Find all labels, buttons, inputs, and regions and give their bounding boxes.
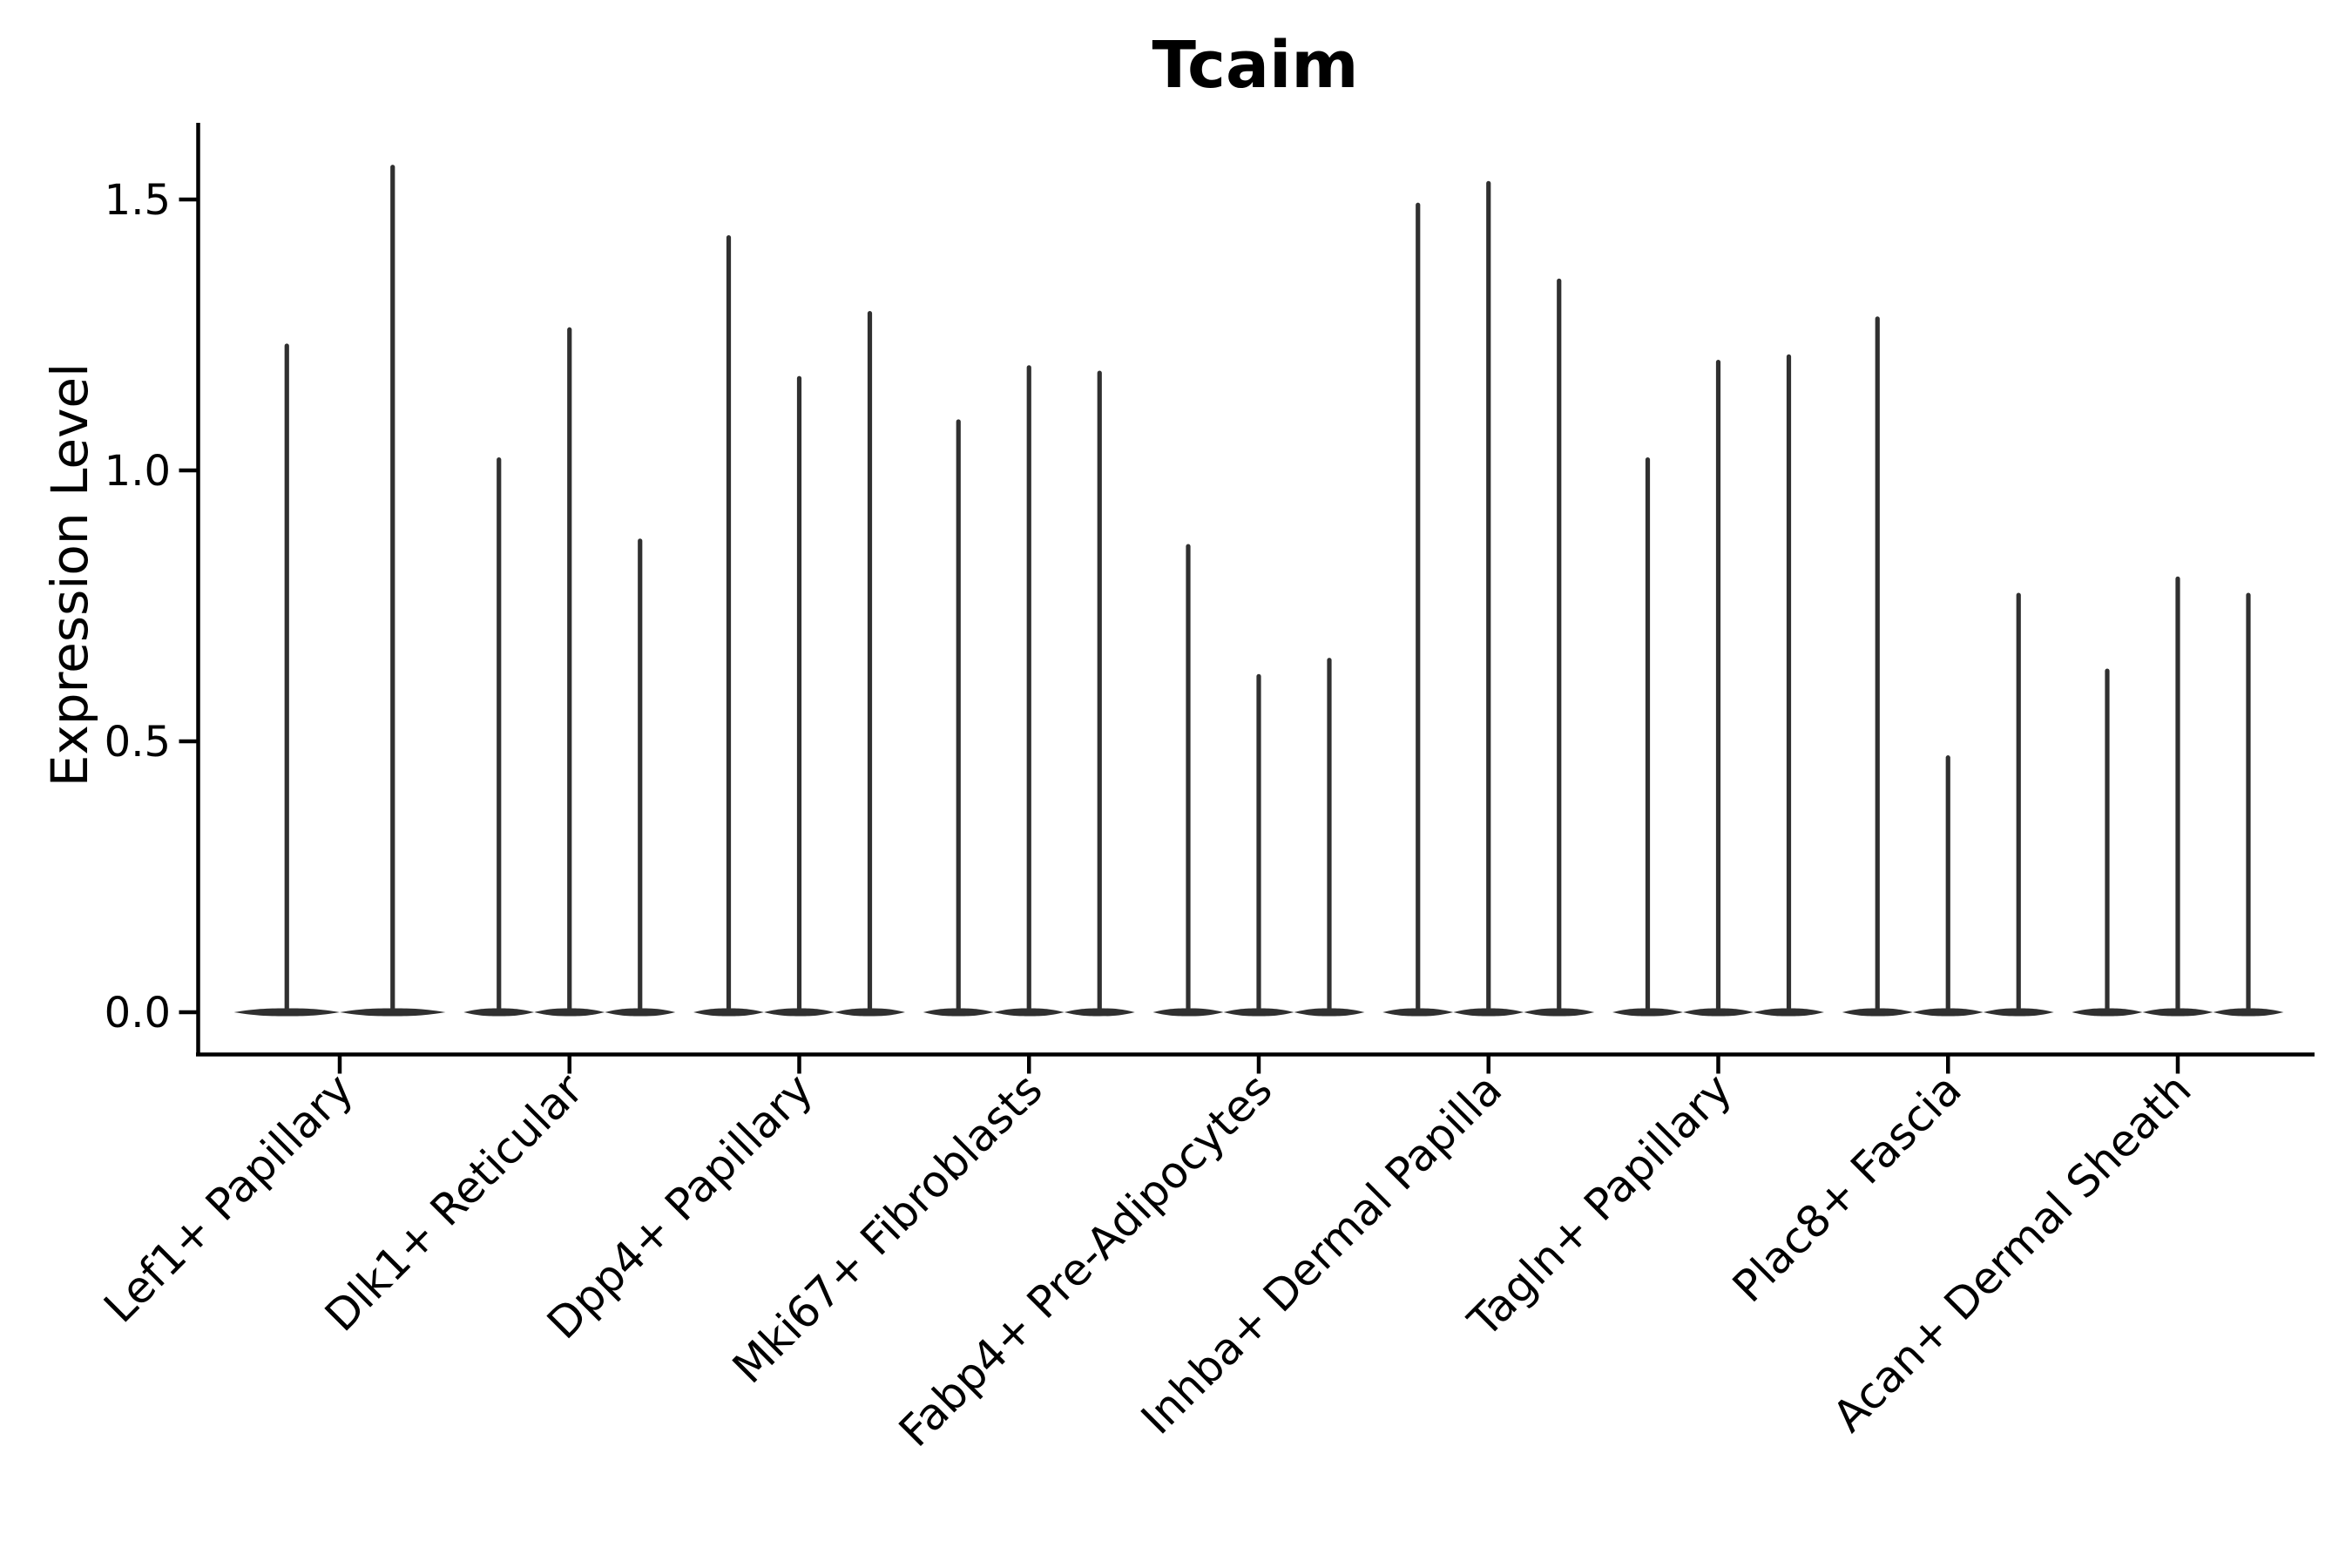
violin-body — [233, 1008, 340, 1017]
violin-group — [1152, 544, 1365, 1017]
violin-body — [1453, 1008, 1524, 1017]
violin-body — [2072, 1008, 2143, 1017]
violin-body — [1152, 1008, 1224, 1017]
violin-body — [2142, 1008, 2213, 1017]
violin-group — [2072, 576, 2284, 1017]
violin-body — [534, 1008, 605, 1017]
y-axis-title: Expression Level — [40, 363, 99, 787]
violin-body — [1064, 1008, 1135, 1017]
violin-group — [1382, 180, 1595, 1017]
violin-body — [1842, 1008, 1913, 1017]
violin-body — [1754, 1008, 1824, 1017]
violin-group — [463, 327, 676, 1017]
x-tick-label: Lef1+ Papillary — [94, 1064, 362, 1332]
y-tick-label: 1.5 — [105, 176, 171, 225]
y-ticks: 0.0 0.5 1.0 1.5 — [105, 176, 199, 1037]
violin-body — [835, 1008, 905, 1017]
violin-body — [463, 1008, 535, 1017]
violin-body — [693, 1008, 764, 1017]
violin-group — [693, 234, 905, 1017]
x-tick-label: Fabp4+ Pre-Adipocytes — [889, 1064, 1282, 1456]
x-tick-label: Plac8+ Fascia — [1723, 1064, 1971, 1312]
y-tick-label: 1.0 — [105, 447, 171, 496]
axes — [196, 123, 2315, 1057]
violin-body — [1524, 1008, 1595, 1017]
violin-body — [1683, 1008, 1754, 1017]
violin-body — [1382, 1008, 1454, 1017]
violin-body — [340, 1008, 446, 1017]
violins — [233, 165, 2284, 1017]
violin-body — [2213, 1008, 2284, 1017]
violin-body — [605, 1008, 676, 1017]
violin-body — [923, 1008, 994, 1017]
chart-title: Tcaim — [1152, 28, 1359, 103]
violin-body — [1294, 1008, 1365, 1017]
violin-body — [1223, 1008, 1294, 1017]
violin-group — [1842, 316, 2054, 1017]
violin-body — [993, 1008, 1064, 1017]
violin-group — [1612, 354, 1824, 1017]
y-tick-label: 0.5 — [105, 718, 171, 767]
violin-group — [923, 365, 1135, 1017]
violin-body — [1612, 1008, 1683, 1017]
violin-body — [1912, 1008, 1984, 1017]
violin-body — [1983, 1008, 2054, 1017]
violin-group — [233, 165, 446, 1017]
violin-body — [764, 1008, 835, 1017]
y-tick-label: 0.0 — [105, 989, 171, 1037]
